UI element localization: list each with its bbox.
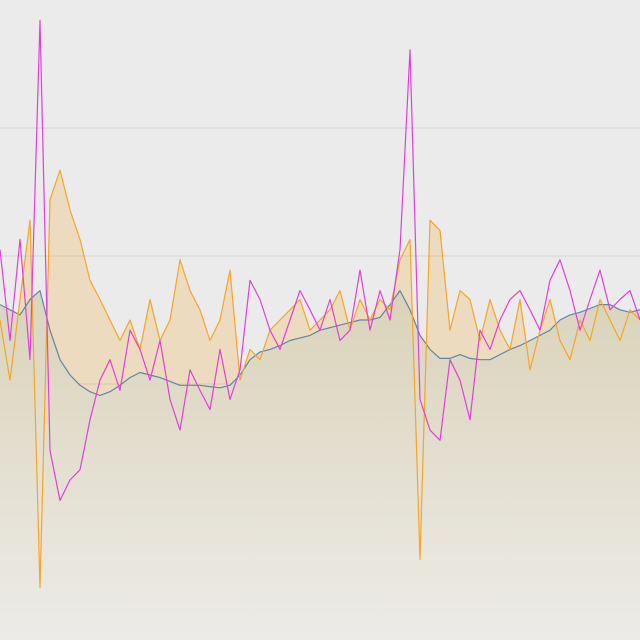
line bbox=[0, 169, 640, 589]
line bbox=[0, 19, 640, 502]
